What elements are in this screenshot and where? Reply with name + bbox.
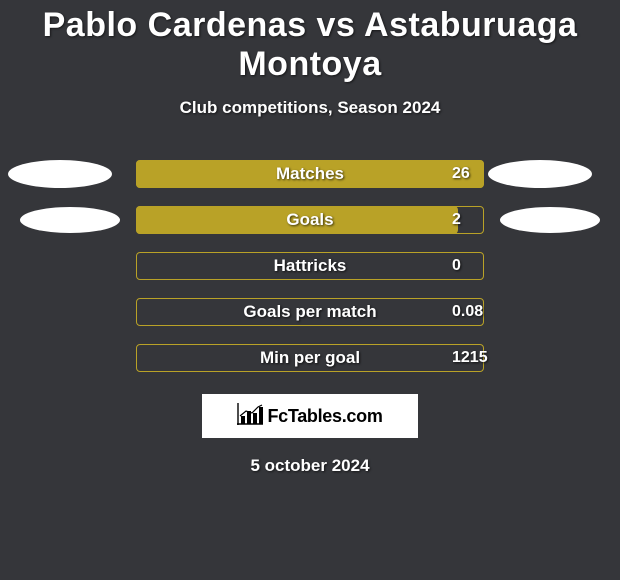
comparison-chart: Pablo Cardenas vs Astaburuaga Montoya Cl… xyxy=(0,0,620,476)
stat-rows: Matches 26 Goals 2 Hattricks 0 Goals per match… xyxy=(0,160,620,372)
stat-label: Goals xyxy=(286,210,333,230)
stat-label: Goals per match xyxy=(243,302,376,322)
stat-row: Hattricks 0 xyxy=(0,252,620,280)
logo-text: FcTables.com xyxy=(267,406,382,427)
decoration-ellipse xyxy=(8,160,112,188)
stat-value: 1215 xyxy=(452,349,488,367)
bar-chart-icon xyxy=(237,403,263,430)
decoration-ellipse xyxy=(500,207,600,233)
footer-date: 5 october 2024 xyxy=(250,456,369,476)
stat-value: 0.08 xyxy=(452,303,483,321)
stat-value: 0 xyxy=(452,257,461,275)
page-subtitle: Club competitions, Season 2024 xyxy=(180,98,441,118)
stat-label: Min per goal xyxy=(260,348,360,368)
decoration-ellipse xyxy=(488,160,592,188)
stat-label: Matches xyxy=(276,164,344,184)
stat-label: Hattricks xyxy=(274,256,347,276)
stat-row: Min per goal 1215 xyxy=(0,344,620,372)
stat-value: 26 xyxy=(452,165,470,183)
decoration-ellipse xyxy=(20,207,120,233)
page-title: Pablo Cardenas vs Astaburuaga Montoya xyxy=(0,6,620,84)
stat-row: Goals per match 0.08 xyxy=(0,298,620,326)
stat-value: 2 xyxy=(452,211,461,229)
stat-row: Goals 2 xyxy=(0,206,620,234)
logo: FcTables.com xyxy=(202,394,418,438)
stat-row: Matches 26 xyxy=(0,160,620,188)
